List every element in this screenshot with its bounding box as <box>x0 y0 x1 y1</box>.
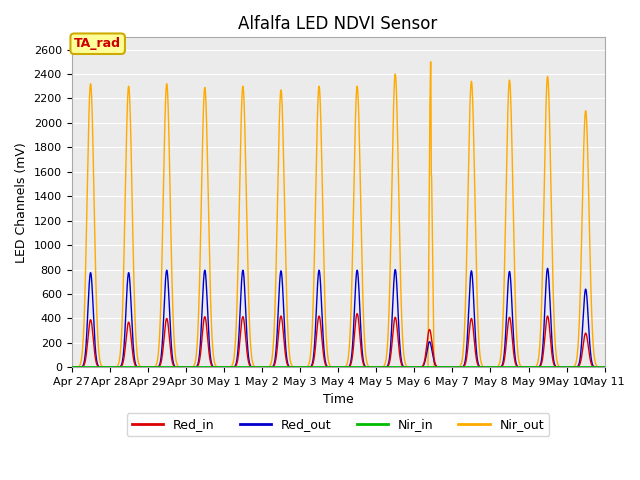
Text: TA_rad: TA_rad <box>74 37 121 50</box>
Legend: Red_in, Red_out, Nir_in, Nir_out: Red_in, Red_out, Nir_in, Nir_out <box>127 413 549 436</box>
Title: Alfalfa LED NDVI Sensor: Alfalfa LED NDVI Sensor <box>239 15 438 33</box>
X-axis label: Time: Time <box>323 393 353 406</box>
Y-axis label: LED Channels (mV): LED Channels (mV) <box>15 142 28 263</box>
